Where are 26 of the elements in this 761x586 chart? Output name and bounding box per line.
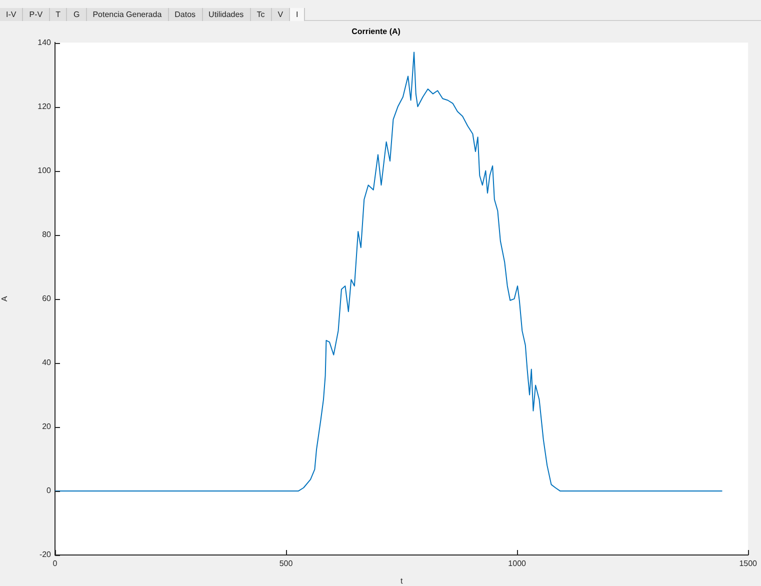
y-tick-label: 140 — [38, 38, 52, 47]
x-tick-label: 500 — [279, 559, 294, 568]
x-tick-label: 1500 — [739, 559, 758, 568]
y-axis-title: A — [0, 295, 10, 302]
tab[interactable]: V — [272, 8, 290, 21]
y-tick-label: 60 — [42, 294, 52, 304]
x-tick-label: 1000 — [508, 559, 527, 568]
tab[interactable]: T — [50, 8, 68, 21]
y-tick-label: 20 — [42, 422, 52, 432]
tab[interactable]: Potencia Generada — [86, 8, 169, 21]
tab[interactable]: I-V — [0, 8, 24, 21]
chart-title: Corriente (A) — [352, 27, 401, 36]
x-tick-label: 0 — [52, 559, 58, 568]
tab[interactable]: Utilidades — [202, 8, 251, 21]
y-tick-label: 100 — [38, 166, 52, 175]
tab[interactable]: I — [290, 8, 306, 21]
y-tick-label: -20 — [39, 550, 52, 560]
x-axis-title: t — [400, 576, 404, 586]
y-tick-label: 80 — [42, 230, 52, 239]
tab[interactable]: G — [67, 8, 87, 21]
y-tick-label: 0 — [46, 486, 52, 496]
tab[interactable]: P-V — [23, 8, 50, 21]
y-tick-label: 120 — [38, 102, 52, 111]
y-tick-label: 40 — [42, 358, 52, 368]
tab[interactable]: Datos — [168, 8, 203, 21]
tab[interactable]: Tc — [250, 8, 272, 21]
